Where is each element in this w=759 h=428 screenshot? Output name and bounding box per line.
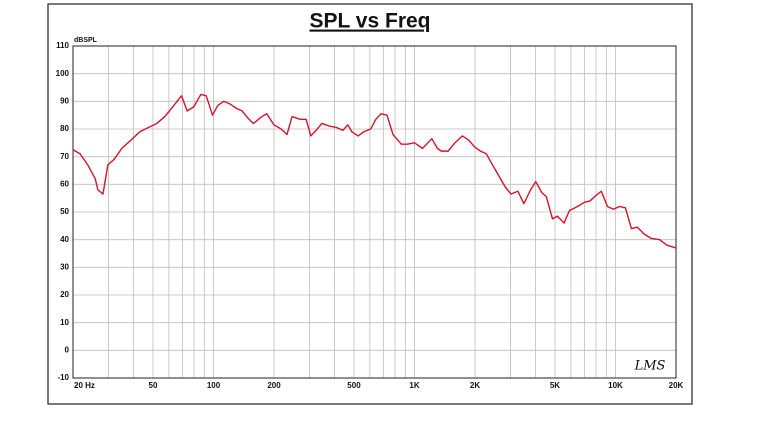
x-tick-label: 20K (669, 381, 684, 390)
y-tick-label: 80 (60, 124, 69, 133)
y-tick-label: -10 (57, 373, 69, 382)
x-tick-label: 1K (409, 381, 419, 390)
x-tick-label: 200 (267, 381, 281, 390)
plot-border (72, 45, 677, 379)
x-tick-label: 5K (550, 381, 560, 390)
y-tick-label: 70 (60, 152, 69, 161)
y-tick-label: 50 (60, 207, 69, 216)
x-tick-label: 20 Hz (74, 381, 95, 390)
x-tick-label: 50 (149, 381, 158, 390)
y-tick-label: 90 (60, 96, 69, 105)
x-tick-label: 100 (207, 381, 221, 390)
frame (47, 3, 693, 405)
chart-title: SPL vs Freq (310, 10, 431, 33)
y-tick-label: 10 (60, 318, 69, 327)
x-tick-label: 10K (608, 381, 623, 390)
line (72, 93, 677, 249)
x-tick-label: 500 (347, 381, 361, 390)
y-tick-label: 40 (60, 235, 69, 244)
y-tick-label: 0 (65, 345, 70, 354)
watermark: LMS (634, 359, 666, 374)
y-tick-label: 20 (60, 290, 69, 299)
y-tick-label: 110 (56, 41, 69, 50)
x-tick-label: 2K (470, 381, 480, 390)
y-tick-label: 30 (60, 262, 69, 271)
y-axis-label: dBSPL (74, 37, 98, 44)
y-tick-label: 100 (56, 69, 70, 78)
y-tick-label: 60 (60, 179, 69, 188)
